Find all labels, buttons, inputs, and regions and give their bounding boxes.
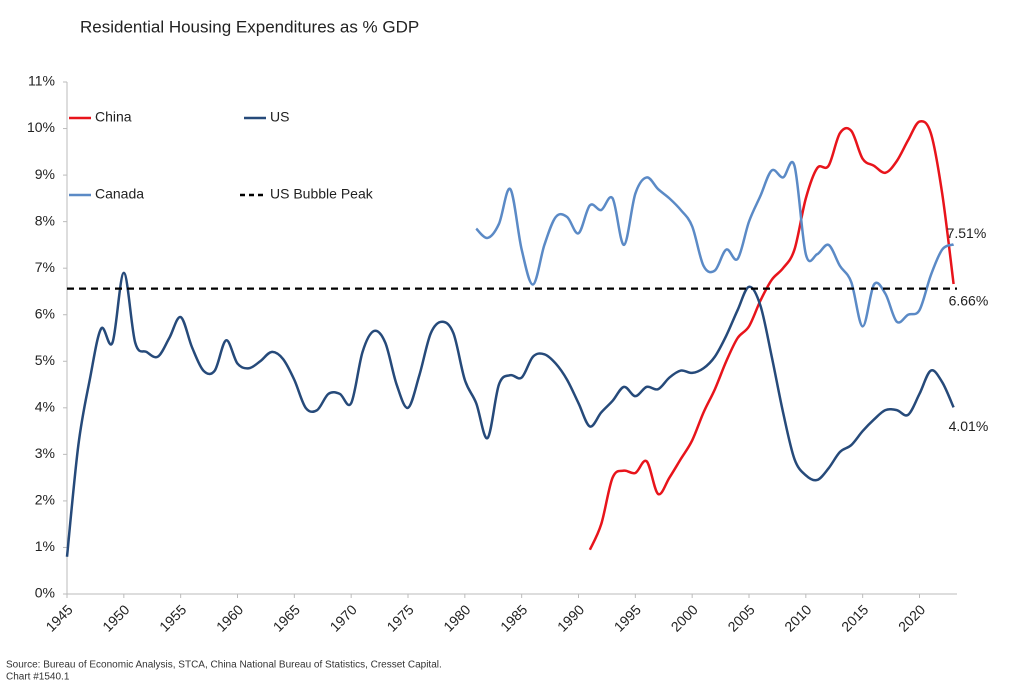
legend-label: China <box>95 109 132 125</box>
x-tick-label: 2010 <box>781 601 814 634</box>
y-tick-label: 5% <box>35 352 55 368</box>
legend-label: Canada <box>95 186 144 202</box>
y-tick-label: 1% <box>35 538 55 554</box>
y-tick-label: 3% <box>35 445 55 461</box>
x-tick-label: 1975 <box>383 601 416 634</box>
end-label: 7.51% <box>947 225 987 241</box>
x-tick-label: 1950 <box>99 601 132 634</box>
x-tick-label: 1965 <box>270 601 303 634</box>
x-tick-label: 1945 <box>42 601 75 634</box>
y-tick-label: 0% <box>35 585 55 601</box>
x-tick-label: 2000 <box>668 601 701 634</box>
x-tick-label: 2005 <box>724 601 757 634</box>
chart-title: Residential Housing Expenditures as % GD… <box>80 17 419 36</box>
y-tick-label: 6% <box>35 305 55 321</box>
series-line <box>65 271 955 557</box>
x-tick-label: 1985 <box>497 601 530 634</box>
y-tick-label: 9% <box>35 166 55 182</box>
chart-id: Chart #1540.1 <box>6 672 70 683</box>
x-tick-label: 1990 <box>554 601 587 634</box>
y-tick-label: 8% <box>35 212 55 228</box>
y-tick-label: 10% <box>27 119 55 135</box>
x-tick-label: 1955 <box>156 601 189 634</box>
y-tick-label: 11% <box>28 73 55 89</box>
y-tick-label: 4% <box>35 399 55 415</box>
series-line <box>588 119 955 551</box>
x-tick-label: 2020 <box>895 601 928 634</box>
y-tick-label: 7% <box>35 259 55 275</box>
end-label: 4.01% <box>949 418 989 434</box>
legend-label: US Bubble Peak <box>270 186 374 202</box>
x-tick-label: 1960 <box>213 601 246 634</box>
end-label: 6.66% <box>949 293 989 309</box>
x-tick-label: 2015 <box>838 601 871 634</box>
x-tick-label: 1980 <box>440 601 473 634</box>
series-line <box>475 160 955 328</box>
y-tick-label: 2% <box>35 492 55 508</box>
x-tick-label: 1995 <box>611 601 644 634</box>
source: Source: Bureau of Economic Analysis, STC… <box>6 660 442 671</box>
legend-label: US <box>270 109 289 125</box>
x-tick-label: 1970 <box>327 601 360 634</box>
